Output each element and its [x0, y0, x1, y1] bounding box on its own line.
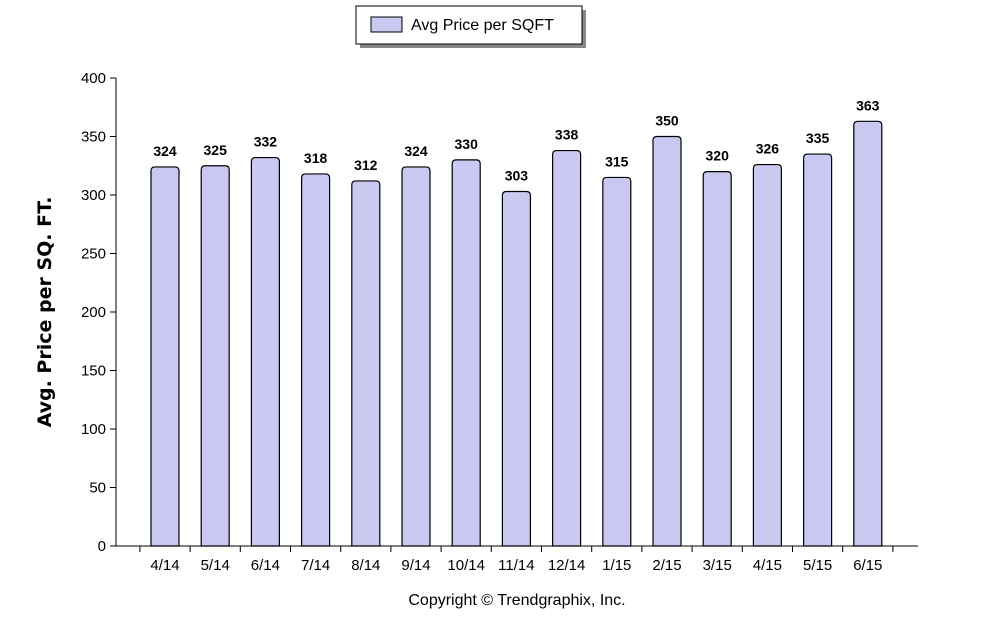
- legend-swatch: [370, 16, 403, 33]
- bar-value-label: 363: [856, 97, 880, 113]
- y-tick-label: 250: [81, 246, 106, 263]
- legend: Avg Price per SQFT: [355, 5, 586, 48]
- bar-value-label: 335: [806, 130, 830, 146]
- x-tick-label: 2/15: [652, 557, 681, 574]
- bar-value-label: 320: [706, 148, 730, 164]
- bar: [702, 171, 732, 547]
- bar: [250, 156, 280, 547]
- bar: [602, 176, 632, 547]
- y-axis-title: Avg. Price per SQ. FT.: [34, 197, 56, 428]
- bar-value-label: 324: [153, 143, 177, 159]
- x-tick-label: 6/15: [853, 557, 882, 574]
- copyright-text: Copyright © Trendgraphix, Inc.: [408, 592, 625, 609]
- data-labels: 324 325 332 318 312 324 330 303 338 315 350 320 326 3…: [153, 97, 879, 183]
- y-tick-label: 400: [81, 70, 106, 87]
- bar: [803, 153, 833, 547]
- x-tick-label: 4/15: [753, 557, 782, 574]
- bar: [351, 180, 381, 547]
- bar: [401, 166, 431, 547]
- bar-value-label: 315: [605, 153, 629, 169]
- y-tick-label: 350: [81, 129, 106, 146]
- bar: [150, 166, 180, 547]
- y-tick-label: 0: [98, 538, 106, 555]
- bar-value-label: 350: [655, 113, 679, 129]
- x-tick-label: 1/15: [602, 557, 631, 574]
- bars: [150, 120, 883, 547]
- bar: [752, 163, 782, 547]
- x-tick-label: 6/14: [251, 557, 280, 574]
- y-tick-label: 200: [81, 304, 106, 321]
- bar-value-label: 303: [505, 167, 529, 183]
- bar: [200, 165, 230, 547]
- bar: [853, 120, 883, 547]
- y-axis: 0 50 100 150 200 250 300 350 400: [81, 70, 117, 555]
- bar-value-label: 318: [304, 150, 328, 166]
- y-tick-label: 50: [89, 480, 106, 497]
- x-tick-label: 7/14: [301, 557, 330, 574]
- bar: [501, 190, 531, 547]
- x-axis: 4/14 5/14 6/14 7/14 8/14 9/14 10/14 11/14 12/14 1…: [116, 545, 918, 574]
- bar: [451, 159, 481, 547]
- x-tick-label: 5/14: [201, 557, 230, 574]
- bar-value-label: 332: [254, 134, 278, 150]
- bar-value-label: 324: [404, 143, 428, 159]
- bar-value-label: 325: [204, 142, 228, 158]
- bar: [652, 135, 682, 547]
- x-tick-label: 4/14: [150, 557, 179, 574]
- x-tick-label: 5/15: [803, 557, 832, 574]
- x-tick-label: 11/14: [498, 557, 534, 574]
- y-tick-label: 150: [81, 363, 106, 380]
- x-tick-label: 12/14: [548, 557, 586, 574]
- x-tick-label: 8/14: [351, 557, 380, 574]
- bar-value-label: 326: [756, 141, 780, 157]
- x-tick-label: 9/14: [401, 557, 430, 574]
- bar-value-label: 330: [455, 136, 479, 152]
- bar: [301, 173, 331, 547]
- bar-value-label: 338: [555, 127, 579, 143]
- x-tick-label: 3/15: [703, 557, 732, 574]
- y-tick-label: 100: [81, 421, 106, 438]
- y-tick-label: 300: [81, 187, 106, 204]
- x-tick-label: 10/14: [447, 557, 485, 574]
- bar: [552, 149, 582, 547]
- bar-value-label: 312: [354, 157, 378, 173]
- legend-label: Avg Price per SQFT: [411, 17, 554, 34]
